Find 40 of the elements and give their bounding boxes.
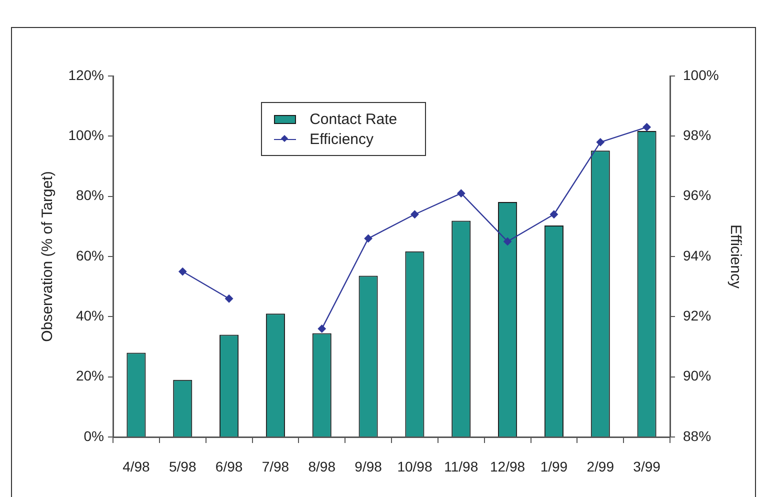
y-tick-label: 100% (68, 127, 104, 144)
y-tick-label: 20% (76, 368, 104, 384)
legend-label: Efficiency (310, 130, 374, 148)
point (364, 234, 372, 242)
x-tick-label: 8/98 (308, 458, 336, 474)
y-tick-label: 0% (84, 428, 104, 444)
x-tick-label: 10/98 (397, 458, 432, 474)
x-tick-label: 12/98 (490, 458, 526, 474)
y2-tick-label: 94% (683, 247, 712, 264)
x-tick-label: 9/98 (354, 458, 382, 474)
point (457, 189, 466, 198)
point (225, 294, 234, 303)
point (504, 237, 512, 246)
y-tick-label: 120% (68, 66, 104, 83)
x-tick-label: 6/98 (215, 458, 243, 474)
y-tick-label: 60% (76, 247, 104, 264)
x-tick-label: 7/98 (262, 458, 290, 474)
x-tick-label: 3/99 (633, 458, 661, 474)
point (178, 268, 187, 276)
y-tick-label: 80% (76, 187, 104, 204)
point (642, 123, 651, 132)
y2-tick-label: 96% (683, 187, 712, 204)
x-tick-label: 2/99 (586, 458, 614, 474)
x-tick-label: 11/98 (444, 458, 478, 474)
point (318, 324, 326, 333)
y-tick-label: 40% (76, 308, 104, 324)
point (410, 210, 419, 218)
y2-tick-label: 88% (683, 428, 712, 444)
y2-axis-title: Efficiency (726, 224, 744, 289)
y-axis-title: Observation (% of Target) (39, 171, 56, 342)
y2-tick-label: 98% (683, 127, 712, 144)
point (550, 210, 558, 218)
y2-tick-label: 92% (683, 308, 712, 324)
legend-label: Contact Rate (310, 110, 398, 128)
y2-tick-label: 90% (683, 368, 712, 384)
x-tick-label: 5/98 (169, 458, 196, 474)
x-tick-label: 1/99 (540, 458, 568, 474)
x-tick-label: 4/98 (122, 458, 150, 474)
point (596, 138, 604, 146)
y2-tick-label: 100% (683, 66, 719, 83)
